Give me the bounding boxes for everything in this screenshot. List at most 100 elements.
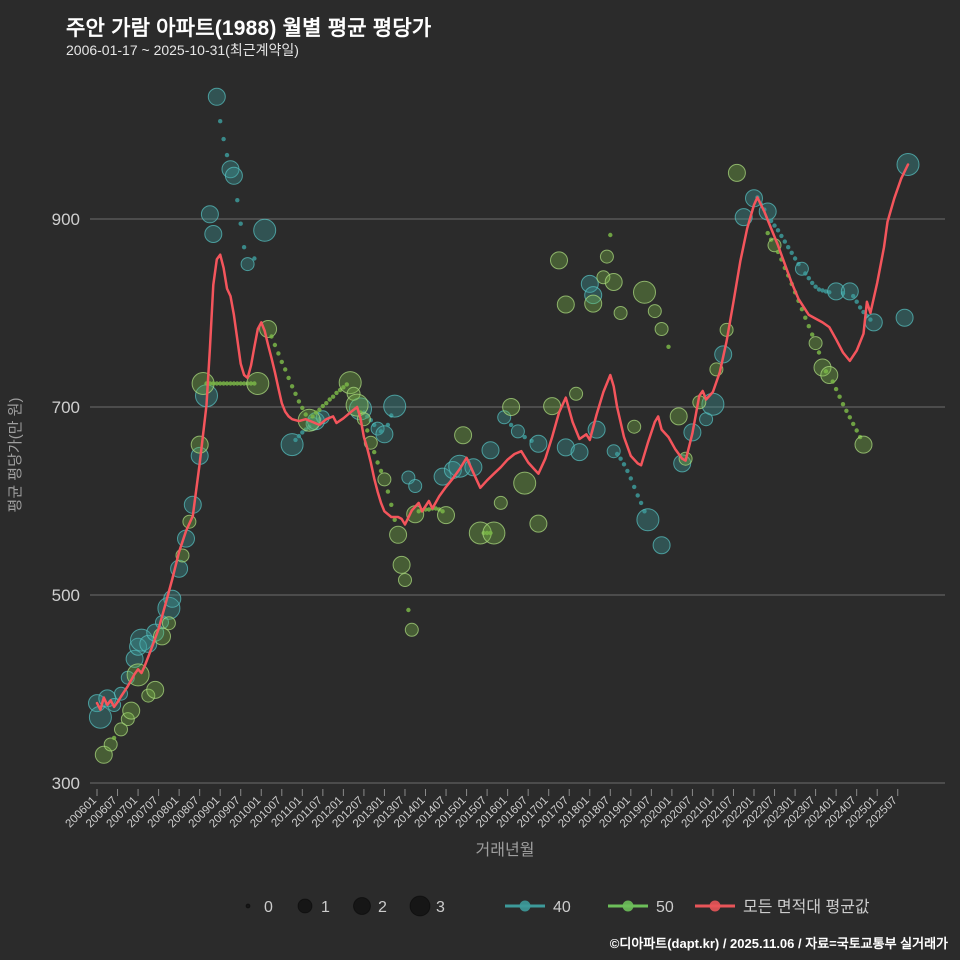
bubble-40 <box>570 443 589 462</box>
bubble-40 <box>652 536 671 555</box>
x-axis: 2006012006072007012007072008012008072009… <box>64 789 900 830</box>
legend-series-dot[interactable] <box>709 900 721 912</box>
bubble-40 <box>782 239 787 244</box>
bubble-layer <box>88 87 920 764</box>
bubble-40 <box>204 225 223 243</box>
bubble-40 <box>854 299 859 304</box>
bubble-40 <box>636 508 660 532</box>
bubble-40 <box>280 433 304 457</box>
legend-series-label: 40 <box>553 899 571 916</box>
bubble-50 <box>584 294 603 313</box>
bubble-50 <box>433 506 438 511</box>
bubble-50 <box>375 460 380 465</box>
chart-title: 주안 가람 아파트(1988) 월별 평균 평당가 <box>66 17 432 40</box>
bubble-50 <box>330 394 336 399</box>
bubble-50 <box>765 230 770 236</box>
y-tick-label: 500 <box>52 586 80 605</box>
legend: 0 1 2 3 40 50 모든 면적대 평균값 <box>245 895 870 917</box>
bubble-40 <box>851 293 856 299</box>
bubble-40 <box>786 245 791 250</box>
bubble-50 <box>114 722 128 737</box>
bubble-40 <box>775 228 781 233</box>
bubble-50 <box>246 372 270 395</box>
bubble-50 <box>327 397 332 402</box>
bubble-50 <box>513 471 537 495</box>
bubble-40 <box>840 282 859 301</box>
bubble-40 <box>221 136 226 142</box>
bubble-40 <box>224 152 230 158</box>
bubble-50 <box>404 622 419 637</box>
bubble-50 <box>454 426 473 445</box>
avg-line <box>95 163 910 711</box>
bubble-40 <box>827 282 846 301</box>
bubble-50 <box>488 530 493 536</box>
bubble-40 <box>628 476 633 481</box>
bubble-50 <box>276 351 281 356</box>
bubble-50 <box>550 251 568 270</box>
bubble-50 <box>392 555 411 574</box>
bubble-50 <box>820 366 839 384</box>
bubble-50 <box>320 403 325 409</box>
bubble-50 <box>440 509 445 514</box>
bubble-40 <box>218 119 223 124</box>
bubble-40 <box>768 218 774 224</box>
bubble-40 <box>621 462 627 467</box>
bubble-50 <box>214 381 219 386</box>
source-attribution: ©디아파트(dapt.kr) / 2025.11.06 / 자료=국토교통부 실… <box>609 936 948 951</box>
bubble-50 <box>228 381 233 386</box>
x-axis-title: 거래년월 <box>476 841 535 859</box>
legend-size-dot[interactable] <box>245 903 251 909</box>
bubble-50 <box>310 414 315 419</box>
bubble-40 <box>522 434 527 440</box>
bubble-40 <box>252 256 257 261</box>
bubble-50 <box>385 489 391 494</box>
legend-size-label: 3 <box>436 899 445 916</box>
bubble-40 <box>638 500 644 506</box>
bubble-50 <box>238 381 243 386</box>
bubble-40 <box>857 305 863 310</box>
bubble-40 <box>820 288 825 293</box>
bubble-40 <box>408 479 423 493</box>
legend-size-dot[interactable] <box>353 897 371 915</box>
bubble-40 <box>200 205 219 224</box>
legend-series-dot[interactable] <box>519 900 531 912</box>
bubble-40 <box>792 256 798 261</box>
bubble-50 <box>830 379 835 384</box>
bubble-40 <box>789 250 794 255</box>
bubble-50 <box>341 385 346 390</box>
legend-size-label: 2 <box>378 899 387 916</box>
bubble-40 <box>868 317 873 322</box>
bubble-50 <box>218 381 223 386</box>
bubble-40 <box>803 271 808 276</box>
bubble-50 <box>806 324 811 329</box>
bubble-50 <box>426 507 432 512</box>
bubble-40 <box>614 451 620 457</box>
bubble-40 <box>556 438 575 457</box>
bubble-50 <box>627 419 642 434</box>
bubble-50 <box>529 514 548 533</box>
legend-size-dot[interactable] <box>297 898 313 914</box>
bubble-50 <box>854 428 859 433</box>
bubble-50 <box>833 386 839 392</box>
legend-size-label: 1 <box>321 899 330 916</box>
bubble-50 <box>482 521 506 545</box>
bubble-50 <box>377 472 392 487</box>
bubble-50 <box>389 502 394 507</box>
bubble-50 <box>344 382 349 387</box>
legend-size-dot[interactable] <box>409 895 431 917</box>
bubble-50 <box>437 506 455 525</box>
bubble-40 <box>481 441 500 460</box>
bubble-50 <box>103 737 118 752</box>
bubble-40 <box>235 198 240 203</box>
bubble-50 <box>372 449 377 455</box>
bubble-50 <box>493 495 508 510</box>
bubble-50 <box>235 381 240 386</box>
bubble-40 <box>383 394 407 418</box>
bubble-40 <box>125 649 144 668</box>
bubble-50 <box>317 407 322 412</box>
bubble-50 <box>803 315 808 320</box>
bubble-50 <box>286 375 291 381</box>
legend-series-dot[interactable] <box>622 900 634 912</box>
